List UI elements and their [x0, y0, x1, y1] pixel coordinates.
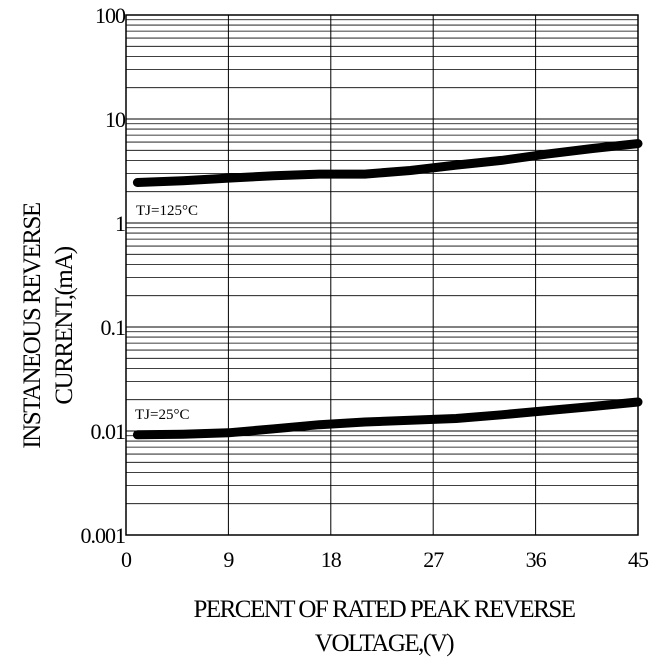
minor-gridlines — [126, 19, 638, 505]
y-tick-label: 100 — [95, 3, 126, 28]
series-line-0 — [132, 139, 643, 187]
x-tick-label: 0 — [121, 547, 132, 572]
tick-labels: 0 9 18 27 36 45 0.001 0.01 0.1 1 10 100 — [81, 3, 651, 572]
y-tick-label: 10 — [105, 107, 126, 132]
y-axis-title-line-2: CURRENT,(mA) — [51, 246, 78, 404]
x-tick-label: 18 — [321, 547, 342, 572]
y-tick-label: 0.1 — [101, 315, 126, 340]
series-line-1 — [132, 397, 643, 440]
series-layer — [132, 139, 643, 440]
x-tick-label: 45 — [628, 547, 649, 572]
series-label-125-text: TJ=125°C — [136, 203, 198, 219]
y-tick-label: 0.01 — [91, 419, 126, 444]
plot-frame — [125, 14, 639, 536]
x-tick-label: 27 — [423, 547, 444, 572]
x-axis-title-line-1: PERCENT OF RATED PEAK REVERSE — [193, 596, 575, 623]
y-tick-label: 0.001 — [81, 523, 126, 548]
series-label-125: TJ=125°C — [136, 203, 198, 219]
major-gridlines — [125, 14, 639, 536]
x-tick-label: 36 — [526, 547, 547, 572]
series-label-25-text: TJ=25°C — [135, 407, 189, 423]
x-axis-title-line-2: VOLTAGE,(V) — [315, 630, 454, 657]
x-tick-label: 9 — [223, 547, 234, 572]
series-label-25: TJ=25°C — [135, 407, 189, 423]
y-axis-title-line-1: INSTANEOUS REVERSE — [19, 202, 46, 449]
y-tick-label: 1 — [115, 211, 125, 236]
